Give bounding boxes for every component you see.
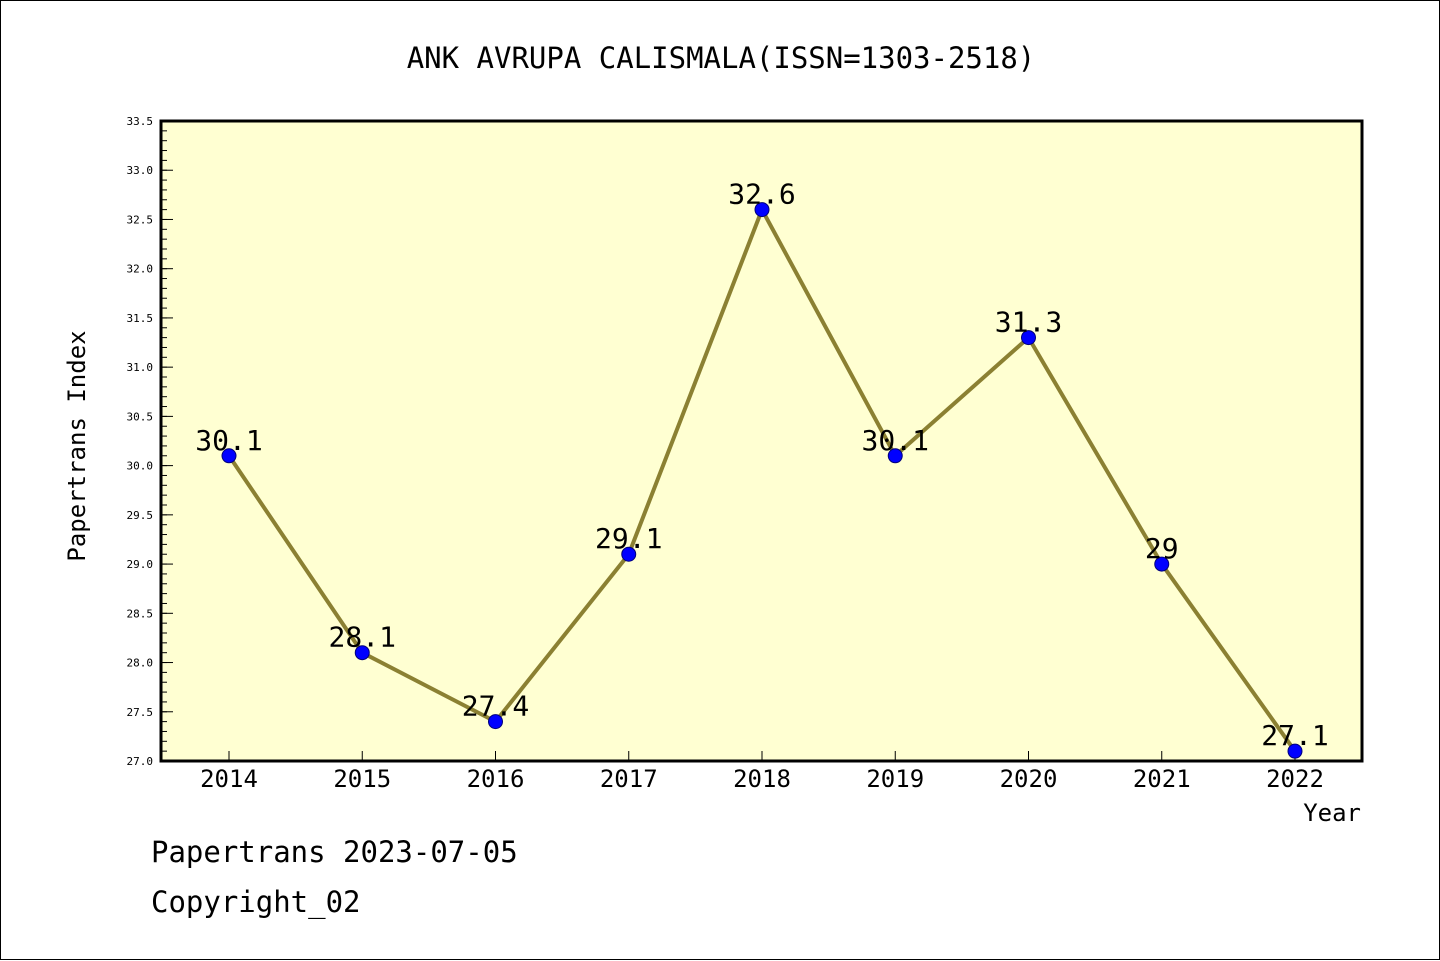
data-point xyxy=(1154,556,1170,572)
y-tick-label: 27.0 xyxy=(127,755,154,768)
x-tick-label: 2018 xyxy=(733,765,791,793)
data-label: 29.1 xyxy=(595,522,662,555)
data-point xyxy=(754,202,770,218)
x-tick-label: 2017 xyxy=(600,765,658,793)
data-point xyxy=(887,448,903,464)
data-label: 31.3 xyxy=(995,306,1062,339)
x-tick-label: 2015 xyxy=(333,765,391,793)
plot-border xyxy=(159,119,1364,763)
y-tick-label: 32.0 xyxy=(127,263,154,276)
y-tick-label: 29.5 xyxy=(127,509,154,522)
y-tick-label: 30.0 xyxy=(127,460,154,473)
x-tick-label: 2022 xyxy=(1266,765,1324,793)
data-label: 30.1 xyxy=(862,424,929,457)
data-label: 27.4 xyxy=(462,690,529,723)
y-tick-label: 33.0 xyxy=(127,164,154,177)
x-tick-label: 2019 xyxy=(866,765,924,793)
x-tick-label: 2020 xyxy=(1000,765,1058,793)
data-point xyxy=(354,645,370,661)
data-label: 28.1 xyxy=(329,621,396,654)
x-tick-label: 2021 xyxy=(1133,765,1191,793)
data-point xyxy=(221,448,237,464)
y-axis-label: Papertrans Index xyxy=(63,330,91,561)
y-tick-label: 29.0 xyxy=(127,558,154,571)
y-tick-label: 33.5 xyxy=(127,115,154,128)
data-point xyxy=(1021,330,1036,346)
footer-date: Papertrans 2023-07-05 xyxy=(151,835,518,869)
data-label: 29 xyxy=(1145,532,1179,565)
y-tick-label: 30.5 xyxy=(127,410,154,423)
x-tick-label: 2014 xyxy=(200,765,258,793)
x-axis-label: Year xyxy=(1303,799,1361,827)
y-tick-label: 31.5 xyxy=(127,312,154,325)
data-point xyxy=(1287,743,1303,759)
x-tick-label: 2016 xyxy=(467,765,525,793)
y-tick-label: 31.0 xyxy=(127,361,154,374)
data-point xyxy=(488,714,503,730)
data-label: 27.1 xyxy=(1261,719,1328,752)
y-tick-label: 32.5 xyxy=(127,213,154,226)
data-point xyxy=(621,546,637,562)
y-tick-label: 27.5 xyxy=(127,706,154,719)
chart-title: ANK AVRUPA CALISMALA(ISSN=1303-2518) xyxy=(407,41,1036,75)
data-label: 30.1 xyxy=(195,424,262,457)
y-tick-label: 28.5 xyxy=(127,607,154,620)
footer-copyright: Copyright_02 xyxy=(151,885,361,919)
y-tick-label: 28.0 xyxy=(127,657,154,670)
data-label: 32.6 xyxy=(728,178,795,211)
